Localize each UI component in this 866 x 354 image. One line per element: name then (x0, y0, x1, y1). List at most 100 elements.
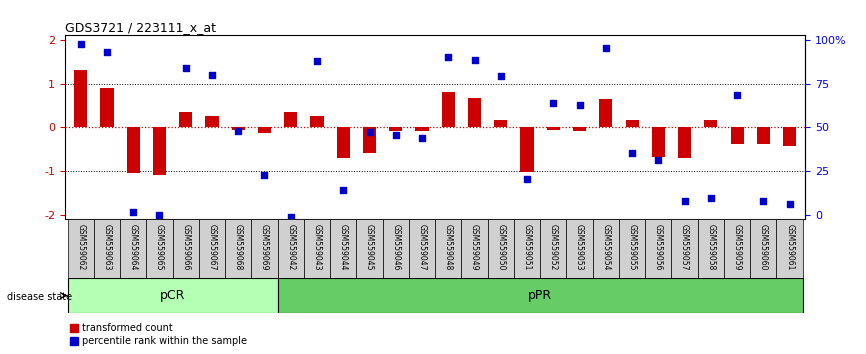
Bar (625, 120, 638, 127)
Text: GSM559059: GSM559059 (733, 224, 741, 271)
Bar (251, 219, 278, 278)
Point (494, 73, 507, 79)
Point (231, 128, 245, 134)
Bar (126, 127, 139, 173)
Bar (225, 219, 251, 278)
Bar (592, 219, 619, 278)
Text: pPR: pPR (528, 289, 553, 302)
Point (284, 215, 298, 220)
Text: GSM559043: GSM559043 (313, 224, 321, 271)
Point (756, 198, 770, 204)
Text: GSM559065: GSM559065 (155, 224, 164, 271)
Bar (284, 112, 297, 127)
Bar (757, 127, 770, 144)
Bar (599, 99, 612, 127)
Bar (68, 219, 94, 278)
Point (572, 102, 586, 108)
Bar (383, 219, 409, 278)
Point (74, 41, 87, 47)
Point (310, 58, 324, 64)
Point (389, 132, 403, 138)
Bar (724, 219, 750, 278)
Text: GSM559046: GSM559046 (391, 224, 400, 271)
Bar (435, 219, 462, 278)
Bar (416, 127, 429, 131)
Point (257, 172, 271, 178)
Bar (671, 219, 698, 278)
Bar (520, 127, 533, 172)
Bar (704, 120, 717, 127)
Text: GSM559054: GSM559054 (601, 224, 611, 271)
Text: GSM559068: GSM559068 (234, 224, 242, 270)
Bar (514, 219, 540, 278)
Point (442, 55, 456, 60)
Bar (389, 127, 403, 131)
Bar (100, 88, 113, 127)
Point (178, 65, 192, 71)
Text: GSM559062: GSM559062 (76, 224, 85, 270)
Point (415, 136, 429, 141)
Bar (337, 127, 350, 158)
Bar (120, 219, 146, 278)
Bar (278, 278, 803, 313)
Bar (546, 127, 560, 130)
Bar (783, 127, 796, 146)
Point (363, 129, 377, 135)
Bar (205, 116, 218, 127)
Point (152, 212, 166, 218)
Point (336, 187, 350, 193)
Bar (258, 127, 271, 133)
Bar (199, 219, 225, 278)
Text: GSM559042: GSM559042 (287, 224, 295, 270)
Bar (278, 219, 304, 278)
Bar (488, 219, 514, 278)
Text: GSM559047: GSM559047 (417, 224, 427, 271)
Bar (645, 219, 671, 278)
Text: GSM559061: GSM559061 (785, 224, 794, 270)
Text: GSM559064: GSM559064 (129, 224, 138, 271)
Bar (94, 219, 120, 278)
Bar (153, 127, 166, 175)
Text: GSM559055: GSM559055 (628, 224, 637, 271)
Point (546, 101, 560, 106)
Text: GSM559048: GSM559048 (443, 224, 453, 270)
Bar (363, 127, 376, 153)
Text: GSM559052: GSM559052 (549, 224, 558, 270)
Text: GSM559050: GSM559050 (496, 224, 505, 271)
Point (599, 45, 613, 51)
Bar (698, 219, 724, 278)
Text: GSM559069: GSM559069 (260, 224, 269, 271)
Bar (357, 219, 383, 278)
Text: GSM559066: GSM559066 (181, 224, 191, 271)
Bar (678, 127, 691, 158)
Point (783, 201, 797, 207)
Bar (777, 219, 803, 278)
Text: GSM559060: GSM559060 (759, 224, 768, 271)
Point (468, 57, 481, 62)
Legend: transformed count, percentile rank within the sample: transformed count, percentile rank withi… (70, 324, 248, 346)
Text: GSM559044: GSM559044 (339, 224, 348, 271)
Bar (566, 219, 592, 278)
Point (205, 72, 219, 78)
Bar (74, 70, 87, 127)
Point (704, 195, 718, 200)
Point (520, 176, 534, 182)
Bar (731, 127, 744, 144)
Text: GSM559067: GSM559067 (208, 224, 216, 271)
Bar (442, 91, 455, 127)
Bar (172, 219, 199, 278)
Bar (494, 120, 507, 127)
Bar (304, 219, 330, 278)
Text: GDS3721 / 223111_x_at: GDS3721 / 223111_x_at (65, 21, 216, 34)
Bar (179, 112, 192, 127)
Point (678, 198, 692, 204)
Bar (330, 219, 357, 278)
Text: disease state: disease state (7, 292, 72, 302)
Text: GSM559045: GSM559045 (365, 224, 374, 271)
Bar (409, 219, 435, 278)
Text: pCR: pCR (160, 289, 185, 302)
Bar (468, 98, 481, 127)
Text: GSM559063: GSM559063 (102, 224, 112, 271)
Bar (619, 219, 645, 278)
Bar (310, 116, 324, 127)
